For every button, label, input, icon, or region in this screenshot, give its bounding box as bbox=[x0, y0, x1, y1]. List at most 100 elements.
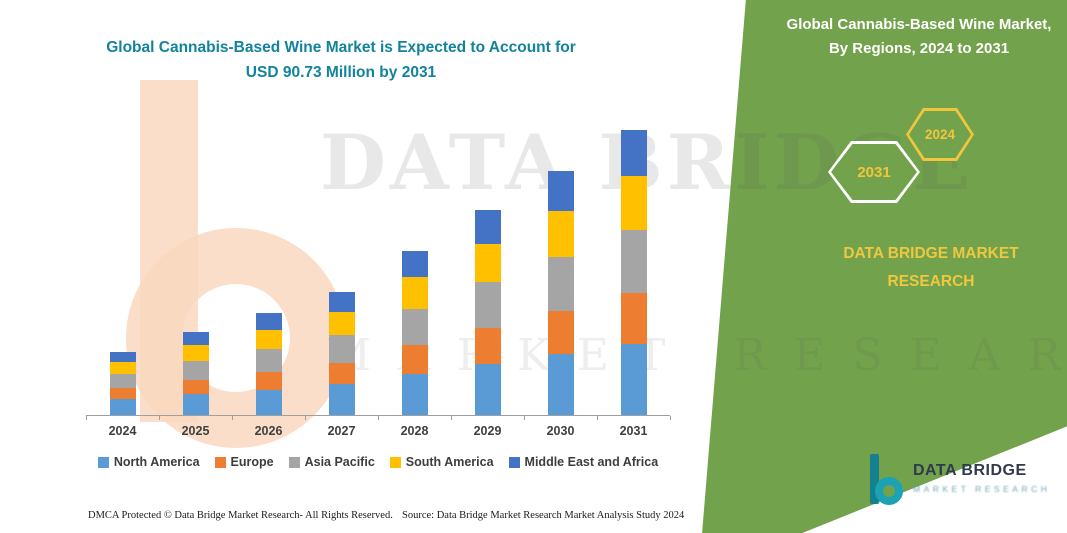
stacked-bar-2027 bbox=[328, 291, 355, 415]
legend-label: North America bbox=[113, 455, 200, 469]
bar-segment-2031-europe bbox=[620, 293, 647, 344]
legend-item-europe: Europe bbox=[214, 455, 274, 469]
legend-item-north-america: North America bbox=[97, 455, 200, 469]
legend-swatch bbox=[97, 456, 109, 468]
x-axis-label-2029: 2029 bbox=[473, 424, 502, 438]
x-axis-label-2028: 2028 bbox=[400, 424, 429, 438]
bar-segment-2026-middle-east-and-africa bbox=[255, 313, 282, 330]
panel-brand-line1: DATA BRIDGE MARKET bbox=[843, 245, 1019, 262]
dmca-notice: DMCA Protected © Data Bridge Market Rese… bbox=[88, 510, 393, 521]
bar-column-2026 bbox=[232, 116, 305, 415]
x-axis-label-2031: 2031 bbox=[619, 424, 648, 438]
bar-segment-2026-south-america bbox=[255, 329, 282, 349]
bar-segment-2030-north-america bbox=[547, 353, 574, 415]
hexagon-badge-2024: 2024 bbox=[906, 108, 974, 161]
hexagon-badge-2031: 2031 bbox=[828, 141, 920, 203]
bar-segment-2027-asia-pacific bbox=[328, 335, 355, 363]
bar-segment-2026-north-america bbox=[255, 389, 282, 415]
bar-segment-2031-south-america bbox=[620, 176, 647, 231]
legend-swatch bbox=[214, 456, 226, 468]
bar-segment-2027-middle-east-and-africa bbox=[328, 291, 355, 312]
brand-b-watermark-icon bbox=[84, 80, 346, 457]
bar-segment-2029-north-america bbox=[474, 363, 501, 415]
bar-column-2024 bbox=[86, 116, 159, 415]
data-bridge-b-icon bbox=[866, 454, 904, 511]
data-bridge-logo: DATA BRIDGE MARKET RESEARCH bbox=[866, 454, 1050, 511]
panel-title-line2: By Regions, 2024 to 2031 bbox=[828, 40, 1010, 57]
bar-segment-2024-south-america bbox=[109, 362, 136, 375]
bar-segment-2024-asia-pacific bbox=[109, 374, 136, 389]
bar-segment-2030-asia-pacific bbox=[547, 257, 574, 312]
x-axis-label-2025: 2025 bbox=[181, 424, 210, 438]
x-axis-ticks bbox=[86, 416, 671, 420]
bar-column-2030 bbox=[524, 116, 597, 415]
bar-segment-2025-south-america bbox=[182, 345, 209, 362]
x-axis-label-2027: 2027 bbox=[327, 424, 356, 438]
bar-segment-2031-middle-east-and-africa bbox=[620, 129, 647, 177]
bar-segment-2030-south-america bbox=[547, 210, 574, 258]
stacked-bar-2024 bbox=[109, 352, 136, 415]
axis-tick bbox=[524, 416, 525, 420]
bar-segment-2025-asia-pacific bbox=[182, 361, 209, 380]
bar-segment-2028-south-america bbox=[401, 277, 428, 309]
bar-column-2025 bbox=[159, 116, 232, 415]
legend-item-middle-east-and-africa: Middle East and Africa bbox=[508, 455, 658, 469]
bar-segment-2026-asia-pacific bbox=[255, 348, 282, 372]
x-axis-label-2030: 2030 bbox=[546, 424, 575, 438]
stacked-bar-2031 bbox=[620, 129, 647, 415]
legend-swatch bbox=[508, 456, 520, 468]
bar-segment-2031-asia-pacific bbox=[620, 230, 647, 294]
bar-segment-2028-asia-pacific bbox=[401, 308, 428, 346]
chart-title-line1: Global Cannabis-Based Wine Market is Exp… bbox=[106, 39, 576, 56]
watermark-market-research: MARKET RESEARCH bbox=[326, 330, 1067, 381]
bar-column-2027 bbox=[305, 116, 378, 415]
bar-segment-2030-europe bbox=[547, 311, 574, 354]
chart-title-line2: USD 90.73 Million by 2031 bbox=[245, 63, 437, 81]
x-axis-labels: 2024 2025 2026 2027 2028 2029 2030 2031 bbox=[86, 424, 670, 438]
bar-column-2029 bbox=[451, 116, 524, 415]
bar-column-2028 bbox=[378, 116, 451, 415]
axis-tick bbox=[378, 416, 379, 420]
panel-brand-name: DATA BRIDGE MARKET RESEARCH bbox=[790, 240, 1067, 296]
axis-tick bbox=[451, 416, 452, 420]
legend-label: South America bbox=[405, 455, 494, 469]
axis-tick bbox=[597, 416, 598, 420]
x-axis-label-2024: 2024 bbox=[108, 424, 137, 438]
plot-area bbox=[86, 116, 670, 416]
bar-segment-2024-middle-east-and-africa bbox=[109, 352, 136, 363]
axis-tick bbox=[232, 416, 233, 420]
bar-segment-2024-north-america bbox=[109, 399, 136, 415]
stacked-bar-2026 bbox=[255, 313, 282, 415]
bar-segment-2026-europe bbox=[255, 371, 282, 390]
bar-segment-2029-south-america bbox=[474, 243, 501, 283]
panel-title-line1: Global Cannabis-Based Wine Market, bbox=[786, 16, 1052, 33]
bar-segment-2027-europe bbox=[328, 362, 355, 385]
bar-segment-2025-europe bbox=[182, 379, 209, 395]
bar-segment-2028-europe bbox=[401, 345, 428, 375]
bar-segment-2025-middle-east-and-africa bbox=[182, 331, 209, 346]
logo-tagline: MARKET RESEARCH bbox=[913, 484, 1051, 494]
panel-title: Global Cannabis-Based Wine Market, By Re… bbox=[778, 13, 1060, 61]
panel-brand-line2: RESEARCH bbox=[887, 272, 975, 290]
legend-item-south-america: South America bbox=[389, 455, 494, 469]
axis-tick bbox=[670, 416, 671, 420]
legend-item-asia-pacific: Asia Pacific bbox=[288, 455, 375, 469]
bar-segment-2030-middle-east-and-africa bbox=[547, 171, 574, 211]
legend-swatch bbox=[288, 456, 300, 468]
logo-text-wrap: DATA BRIDGE MARKET RESEARCH bbox=[913, 454, 1050, 494]
stacked-bar-2030 bbox=[547, 171, 574, 415]
legend-label: Europe bbox=[230, 455, 274, 469]
axis-tick bbox=[86, 416, 87, 420]
stacked-bar-2028 bbox=[401, 250, 428, 415]
logo-wordmark: DATA BRIDGE bbox=[913, 462, 1027, 479]
bar-column-2031 bbox=[597, 116, 670, 415]
axis-tick bbox=[305, 416, 306, 420]
bar-segment-2025-north-america bbox=[182, 394, 209, 415]
bar-segment-2028-middle-east-and-africa bbox=[401, 250, 428, 278]
stacked-bar-2025 bbox=[182, 331, 209, 415]
bar-segment-2031-north-america bbox=[620, 343, 647, 415]
chart-title: Global Cannabis-Based Wine Market is Exp… bbox=[56, 36, 626, 86]
bar-segment-2028-north-america bbox=[401, 374, 428, 415]
bar-segment-2029-europe bbox=[474, 327, 501, 364]
